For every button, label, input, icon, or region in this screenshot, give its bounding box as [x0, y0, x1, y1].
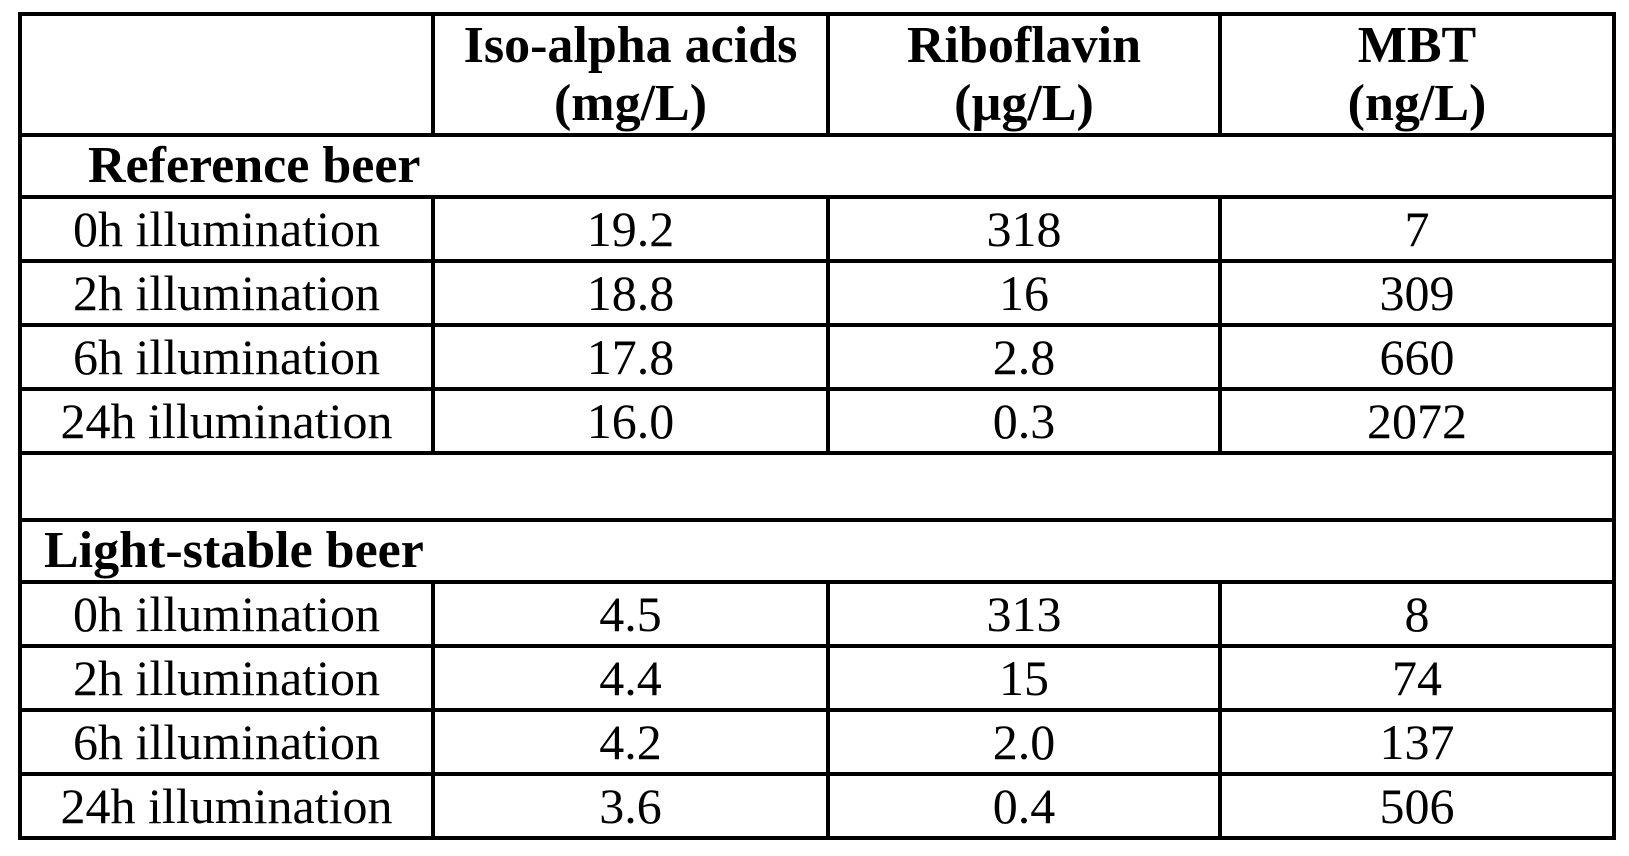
value-cell-riboflavin: 0.4 — [826, 771, 1222, 841]
row-label-cell: 6h illumination — [18, 707, 435, 776]
value-cell-iso-alpha-acids: 16.0 — [431, 387, 830, 456]
column-header-mbt: MBT (ng/L) — [1218, 12, 1616, 137]
value-cell-mbt: 506 — [1218, 771, 1616, 841]
corner-empty-cell — [18, 12, 435, 137]
value-cell-mbt: 309 — [1218, 259, 1616, 328]
value-cell-iso-alpha-acids: 4.2 — [431, 707, 830, 776]
section-row-reference-beer: Reference beer — [18, 132, 1616, 200]
row-label-cell: 24h illumination — [18, 387, 435, 456]
value-cell-iso-alpha-acids: 4.4 — [431, 643, 830, 712]
header-row: Iso-alpha acids (mg/L) Riboflavin (µg/L)… — [18, 12, 1616, 137]
column-header-iso-alpha-acids: Iso-alpha acids (mg/L) — [431, 12, 830, 137]
row-label-cell: 2h illumination — [18, 643, 435, 712]
spacer-row — [18, 451, 1616, 522]
section-row-light-stable-beer: Light-stable beer — [18, 517, 1616, 584]
table-row: 6h illumination 17.8 2.8 660 — [18, 323, 1616, 392]
value-cell-iso-alpha-acids: 18.8 — [431, 259, 830, 328]
table-row: 24h illumination 16.0 0.3 2072 — [18, 387, 1616, 456]
value-cell-mbt: 137 — [1218, 707, 1616, 776]
row-label-cell: 0h illumination — [18, 195, 435, 264]
row-label-cell: 0h illumination — [18, 579, 435, 648]
value-cell-mbt: 660 — [1218, 323, 1616, 392]
beer-illumination-table: Iso-alpha acids (mg/L) Riboflavin (µg/L)… — [18, 12, 1616, 841]
table-row: 24h illumination 3.6 0.4 506 — [18, 771, 1616, 841]
column-header-name: Iso-alpha acids — [463, 17, 798, 75]
column-header-unit: (ng/L) — [1347, 74, 1487, 132]
spacer-cell — [18, 451, 1616, 522]
section-label: Reference beer — [18, 132, 1616, 200]
value-cell-mbt: 7 — [1218, 195, 1616, 264]
row-label-cell: 2h illumination — [18, 259, 435, 328]
table-row: 2h illumination 4.4 15 74 — [18, 643, 1616, 712]
column-header-name: MBT — [1357, 17, 1477, 75]
column-header-riboflavin: Riboflavin (µg/L) — [826, 12, 1222, 137]
value-cell-mbt: 2072 — [1218, 387, 1616, 456]
row-label-cell: 24h illumination — [18, 771, 435, 841]
value-cell-iso-alpha-acids: 19.2 — [431, 195, 830, 264]
value-cell-riboflavin: 16 — [826, 259, 1222, 328]
value-cell-mbt: 74 — [1218, 643, 1616, 712]
value-cell-riboflavin: 0.3 — [826, 387, 1222, 456]
value-cell-riboflavin: 2.8 — [826, 323, 1222, 392]
value-cell-riboflavin: 318 — [826, 195, 1222, 264]
column-header-unit: (mg/L) — [553, 74, 708, 132]
value-cell-mbt: 8 — [1218, 579, 1616, 648]
row-label-cell: 6h illumination — [18, 323, 435, 392]
value-cell-iso-alpha-acids: 4.5 — [431, 579, 830, 648]
value-cell-riboflavin: 15 — [826, 643, 1222, 712]
value-cell-iso-alpha-acids: 3.6 — [431, 771, 830, 841]
section-label: Light-stable beer — [18, 517, 1616, 584]
value-cell-iso-alpha-acids: 17.8 — [431, 323, 830, 392]
table-row: 6h illumination 4.2 2.0 137 — [18, 707, 1616, 776]
value-cell-riboflavin: 313 — [826, 579, 1222, 648]
column-header-unit: (µg/L) — [954, 74, 1094, 132]
value-cell-riboflavin: 2.0 — [826, 707, 1222, 776]
table-row: 0h illumination 19.2 318 7 — [18, 195, 1616, 264]
column-header-name: Riboflavin — [906, 17, 1142, 75]
table-row: 0h illumination 4.5 313 8 — [18, 579, 1616, 648]
table-row: 2h illumination 18.8 16 309 — [18, 259, 1616, 328]
